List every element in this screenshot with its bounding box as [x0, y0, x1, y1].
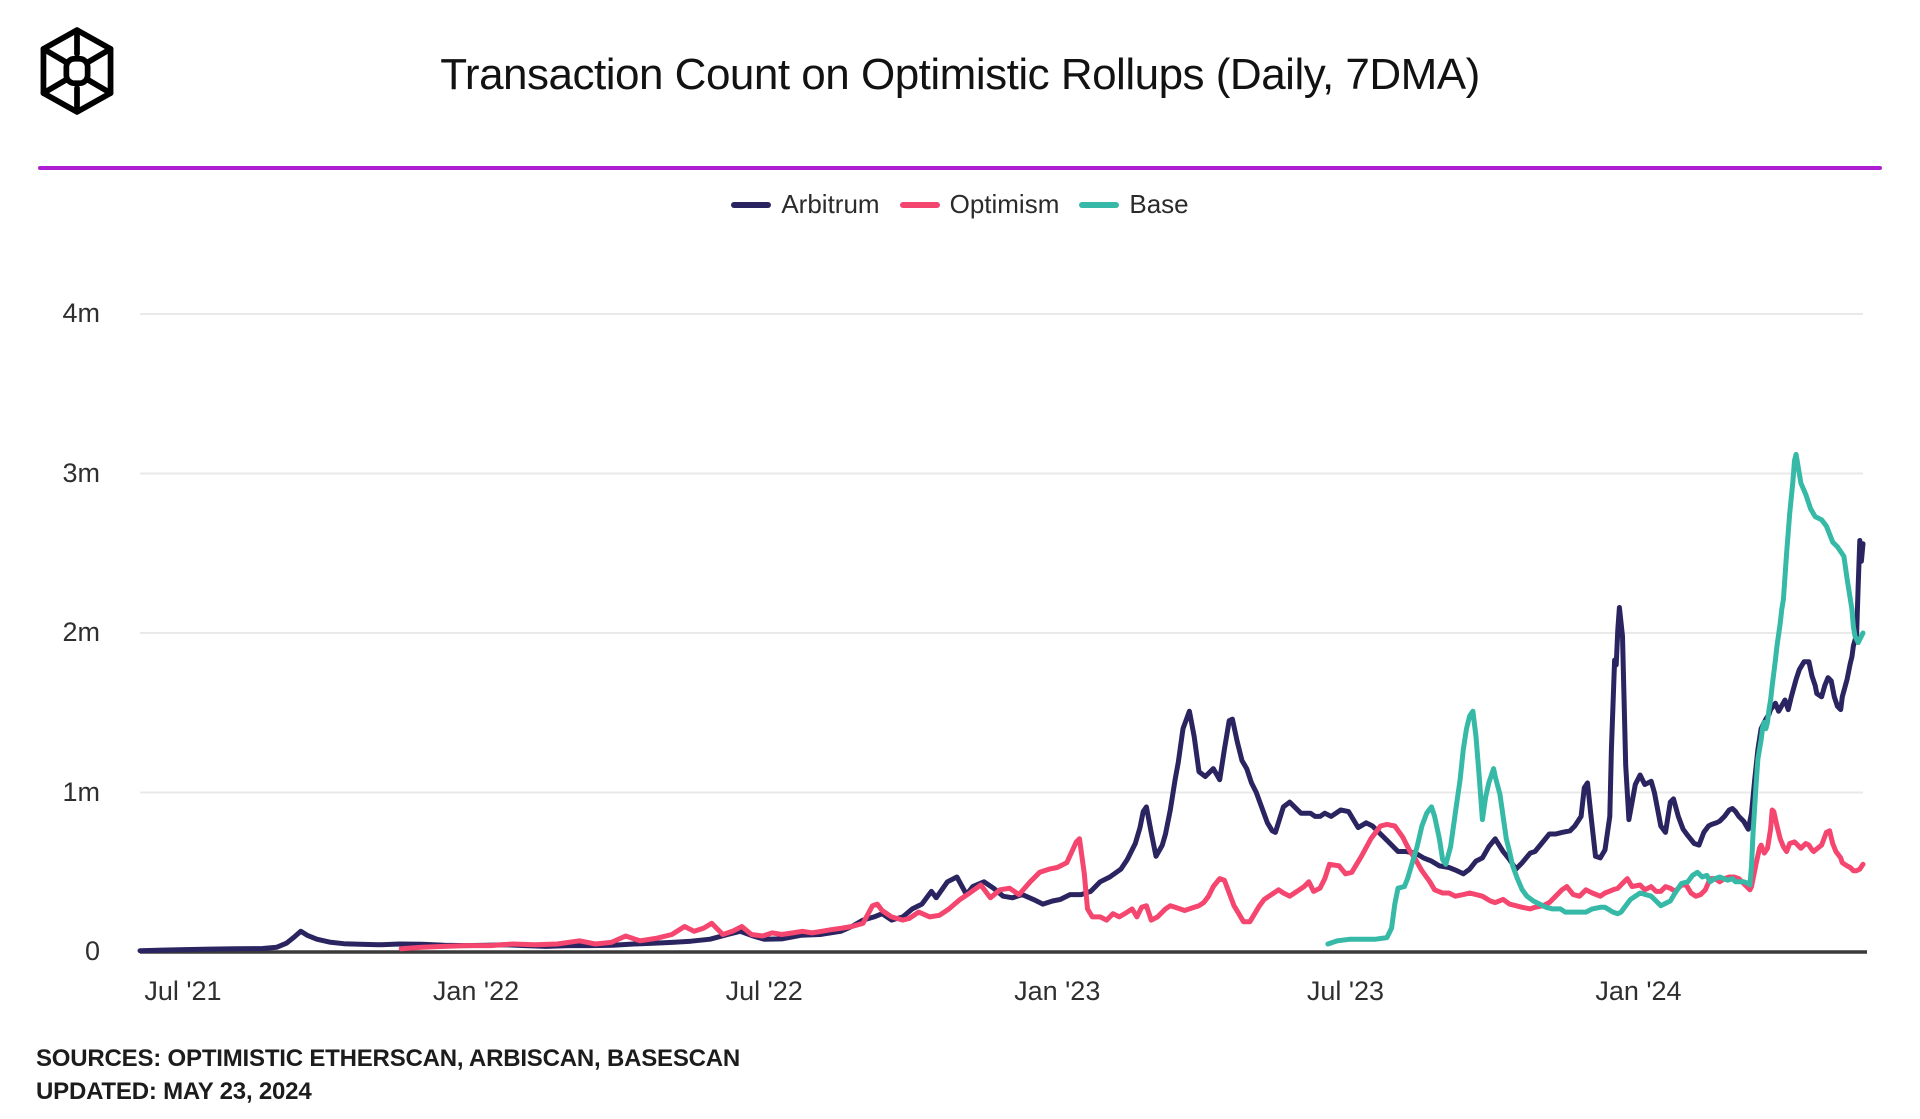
series-line-optimism	[398, 807, 1866, 952]
x-axis-tick-label: Jul '21	[144, 976, 222, 1006]
legend-label-optimism: Optimism	[949, 189, 1060, 219]
chart-legend: Arbitrum Optimism Base	[0, 189, 1920, 220]
legend-swatch-optimism-icon	[899, 201, 940, 208]
legend-swatch-base-icon	[1079, 201, 1120, 208]
y-axis-tick-label: 1m	[62, 776, 100, 807]
legend-label-base: Base	[1129, 189, 1189, 219]
x-axis-tick-label: Jul '22	[725, 976, 803, 1006]
series-line-base	[1325, 451, 1866, 947]
x-axis-tick-label: Jan '23	[1014, 976, 1101, 1006]
y-axis-tick-label: 3m	[62, 457, 100, 488]
sources-text: SOURCES: OPTIMISTIC ETHERSCAN, ARBISCAN,…	[36, 1045, 741, 1072]
updated-text: UPDATED: MAY 23, 2024	[36, 1078, 312, 1105]
chart-footer: SOURCES: OPTIMISTIC ETHERSCAN, ARBISCAN,…	[36, 1042, 740, 1108]
header-accent-rule	[38, 166, 1882, 170]
y-axis-tick-label: 2m	[62, 617, 100, 647]
legend-item-optimism: Optimism	[899, 189, 1060, 220]
x-axis-tick-label: Jan '24	[1595, 976, 1682, 1006]
y-axis-tick-label: 4m	[62, 298, 100, 328]
y-axis-tick-label: 0	[84, 936, 100, 966]
legend-item-base: Base	[1079, 189, 1189, 220]
series-line-arbitrum	[137, 538, 1866, 954]
page-title: Transaction Count on Optimistic Rollups …	[440, 50, 1480, 99]
legend-item-arbitrum: Arbitrum	[731, 189, 880, 220]
legend-label-arbitrum: Arbitrum	[781, 189, 880, 219]
blockworks-logo-icon	[40, 27, 114, 115]
x-axis-tick-label: Jul '23	[1306, 976, 1385, 1006]
legend-swatch-arbitrum-icon	[731, 201, 772, 208]
x-axis-tick-label: Jan '22	[432, 976, 520, 1006]
